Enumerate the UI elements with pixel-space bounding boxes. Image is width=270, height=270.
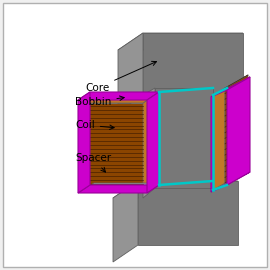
Polygon shape [82, 183, 155, 190]
Polygon shape [78, 92, 159, 100]
Polygon shape [118, 33, 243, 50]
Polygon shape [211, 95, 213, 192]
Polygon shape [78, 92, 90, 193]
Polygon shape [143, 88, 155, 198]
Polygon shape [143, 33, 243, 95]
Polygon shape [155, 88, 213, 188]
Text: Core: Core [85, 61, 157, 93]
Polygon shape [82, 103, 143, 190]
Polygon shape [118, 33, 143, 112]
FancyBboxPatch shape [3, 3, 267, 267]
Polygon shape [143, 95, 155, 190]
Polygon shape [138, 181, 238, 245]
Text: Spacer: Spacer [75, 153, 111, 172]
Polygon shape [227, 77, 250, 185]
Polygon shape [211, 77, 250, 97]
Text: Bobbin: Bobbin [75, 96, 124, 107]
Polygon shape [113, 181, 238, 198]
Polygon shape [225, 75, 248, 183]
Polygon shape [213, 75, 248, 95]
Polygon shape [147, 92, 159, 193]
Polygon shape [78, 185, 159, 193]
Polygon shape [213, 88, 225, 190]
Polygon shape [211, 172, 250, 192]
Text: Coil: Coil [75, 120, 114, 130]
Polygon shape [113, 181, 138, 262]
Polygon shape [82, 95, 155, 103]
